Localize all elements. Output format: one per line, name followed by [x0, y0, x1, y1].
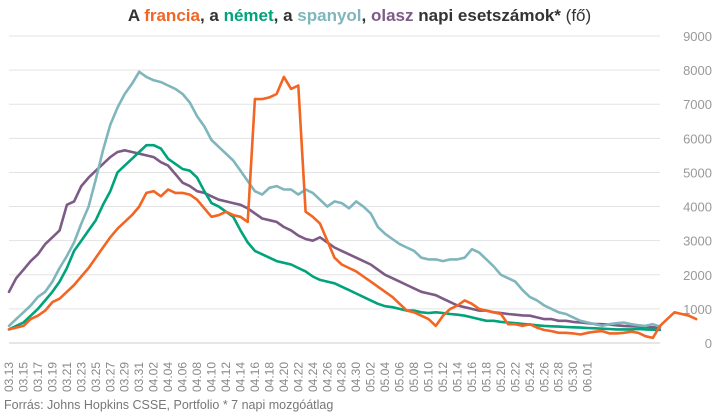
x-tick-label: 05.02: [364, 362, 378, 392]
series-line-német: [7, 143, 662, 332]
x-axis-tick-labels: 03.13 03.15 03.17 03.19 03.21 03.23 03.25 03.27…: [2, 362, 595, 392]
x-tick-label: 04.12: [219, 362, 233, 392]
title-part-7: olasz: [370, 6, 414, 25]
title-part-0: A: [127, 6, 145, 25]
chart-title-text: A francia, a német, a spanyol, olasz nap…: [128, 6, 561, 25]
x-tick-label: 03.13: [2, 362, 16, 392]
x-tick-label: 03.29: [118, 362, 132, 392]
title-part-5: spanyol: [297, 6, 362, 25]
y-tick-label: 5000: [683, 165, 712, 180]
y-tick-label: 9000: [683, 29, 712, 44]
chart-title: A francia, a német, a spanyol, olasz nap…: [0, 6, 719, 26]
title-part-8: napi esetszámok*: [413, 6, 561, 25]
x-tick-label: 04.04: [161, 362, 175, 392]
x-tick-label: 03.31: [132, 362, 146, 392]
title-part-6: ,: [361, 6, 371, 25]
x-tick-label: 04.08: [190, 362, 204, 392]
y-axis-tick-labels: 0 1000 2000 3000 4000 5000 6000 7000 8000 9000: [683, 29, 712, 351]
title-part-1: francia: [144, 6, 200, 25]
y-tick-label: 3000: [683, 234, 712, 249]
x-tick-label: 06.01: [581, 362, 595, 392]
x-tick-label: 04.30: [349, 362, 363, 392]
x-tick-label: 04.16: [248, 362, 262, 392]
x-tick-label: 05.30: [566, 362, 580, 392]
x-tick-label: 05.26: [537, 362, 551, 392]
source-note: Forrás: Johns Hopkins CSSE, Portfolio * …: [4, 398, 334, 412]
x-tick-label: 04.20: [277, 362, 291, 392]
gridlines: [9, 35, 660, 344]
x-tick-label: 04.06: [176, 362, 190, 392]
y-tick-label: 4000: [683, 200, 712, 215]
x-tick-label: 05.12: [436, 362, 450, 392]
x-tick-label: 05.10: [422, 362, 436, 392]
chart-title-unit: (fő): [565, 6, 592, 25]
series-line-spanyol: [7, 70, 662, 328]
title-part-3: német: [223, 6, 274, 25]
x-tick-label: 03.15: [16, 362, 30, 392]
x-tick-label: 04.26: [320, 362, 334, 392]
y-tick-label: 6000: [683, 131, 712, 146]
x-tick-label: 05.28: [552, 362, 566, 392]
x-tick-label: 03.19: [45, 362, 59, 392]
x-tick-label: 05.20: [494, 362, 508, 392]
x-tick-label: 05.16: [465, 362, 479, 392]
x-tick-label: 03.17: [31, 362, 45, 392]
x-tick-label: 05.04: [378, 362, 392, 392]
x-tick-label: 04.14: [233, 362, 247, 392]
x-tick-label: 05.14: [450, 362, 464, 392]
x-tick-label: 04.22: [291, 362, 305, 392]
x-tick-label: 03.27: [103, 362, 117, 392]
x-tick-label: 04.24: [306, 362, 320, 392]
x-tick-label: 05.08: [407, 362, 421, 392]
y-tick-label: 7000: [683, 97, 712, 112]
x-tick-label: 03.25: [89, 362, 103, 392]
y-tick-label: 0: [705, 336, 712, 351]
x-tick-label: 05.06: [393, 362, 407, 392]
y-tick-label: 8000: [683, 63, 712, 78]
series-line-olasz: [7, 149, 662, 329]
x-tick-label: 04.10: [205, 362, 219, 392]
y-tick-label: 1000: [683, 302, 712, 317]
x-tick-label: 04.18: [262, 362, 276, 392]
x-tick-label: 04.28: [335, 362, 349, 392]
x-tick-label: 03.23: [74, 362, 88, 392]
x-tick-label: 05.24: [523, 362, 537, 392]
x-tick-label: 03.21: [60, 362, 74, 392]
x-tick-label: 05.22: [508, 362, 522, 392]
title-part-4: , a: [273, 6, 298, 25]
series-lines: [7, 70, 698, 340]
x-tick-label: 04.02: [147, 362, 161, 392]
x-tick-label: 05.18: [479, 362, 493, 392]
title-part-2: , a: [199, 6, 224, 25]
y-tick-label: 2000: [683, 268, 712, 283]
series-line-francia: [7, 75, 698, 340]
